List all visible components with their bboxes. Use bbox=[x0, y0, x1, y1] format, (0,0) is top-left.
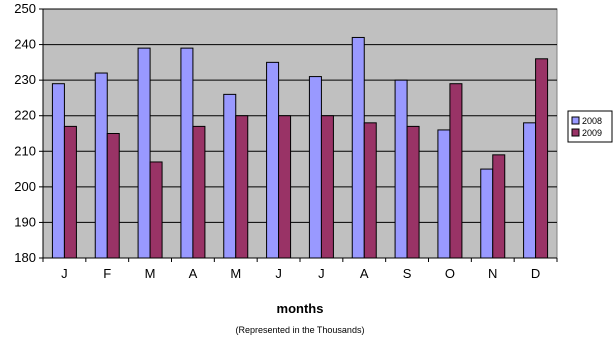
legend-label-2009: 2009 bbox=[582, 128, 602, 138]
x-tick-label: S bbox=[403, 266, 412, 281]
y-tick-label: 210 bbox=[14, 143, 36, 158]
x-tick-label: O bbox=[445, 266, 455, 281]
y-tick-label: 180 bbox=[14, 250, 36, 265]
legend: 2008 2009 bbox=[567, 110, 613, 143]
x-tick-label: N bbox=[488, 266, 497, 281]
y-tick-label: 190 bbox=[14, 214, 36, 229]
x-tick-label: A bbox=[360, 266, 369, 281]
bar-2008-0 bbox=[51, 83, 65, 259]
bar-2009-5 bbox=[278, 115, 292, 259]
legend-box bbox=[567, 110, 613, 143]
x-tick-label: F bbox=[103, 266, 111, 281]
x-axis-label: months bbox=[277, 301, 324, 316]
x-tick-label: J bbox=[61, 266, 68, 281]
y-tick-label: 200 bbox=[14, 179, 36, 194]
bar-2008-6 bbox=[308, 76, 322, 259]
bar-2009-9 bbox=[449, 83, 463, 259]
legend-label-2008: 2008 bbox=[582, 116, 602, 126]
y-tick-label: 240 bbox=[14, 37, 36, 52]
y-tick-label: 220 bbox=[14, 108, 36, 123]
bar-2009-3 bbox=[192, 125, 206, 259]
bar-2009-7 bbox=[363, 122, 377, 259]
bar-2009-11 bbox=[535, 58, 549, 259]
bar-2008-7 bbox=[351, 36, 365, 259]
x-tick-label: M bbox=[230, 266, 241, 281]
x-tick-label: J bbox=[318, 266, 325, 281]
chart-subtitle: (Represented in the Thousands) bbox=[236, 325, 365, 335]
bar-2009-6 bbox=[320, 115, 334, 259]
bar-2008-3 bbox=[180, 47, 194, 259]
bars bbox=[51, 36, 549, 259]
gridlines bbox=[43, 8, 557, 223]
y-axis-ticks: 180 190 200 210 220 230 240 250 bbox=[14, 1, 43, 265]
x-tick-label: M bbox=[145, 266, 156, 281]
x-tick-label: J bbox=[275, 266, 282, 281]
bar-2008-5 bbox=[266, 61, 280, 259]
legend-swatch-2009 bbox=[571, 128, 580, 137]
bar-2009-8 bbox=[406, 125, 420, 259]
y-tick-label: 250 bbox=[14, 1, 36, 16]
y-tick-label: 230 bbox=[14, 72, 36, 87]
legend-swatch-2008 bbox=[571, 116, 580, 125]
x-tick-label: D bbox=[531, 266, 540, 281]
bar-2008-10 bbox=[480, 168, 494, 259]
bar-2009-2 bbox=[149, 161, 163, 259]
bar-2008-9 bbox=[437, 129, 451, 259]
bar-2008-2 bbox=[137, 47, 151, 259]
bar-2009-4 bbox=[235, 115, 249, 259]
plot-area bbox=[42, 8, 558, 259]
bar-2008-4 bbox=[223, 93, 237, 259]
bar-2009-1 bbox=[106, 133, 120, 259]
bar-2008-1 bbox=[94, 72, 108, 259]
x-tick-label: A bbox=[189, 266, 198, 281]
bar-2008-11 bbox=[523, 122, 537, 259]
bar-2008-8 bbox=[394, 79, 408, 259]
bar-2009-0 bbox=[63, 125, 77, 259]
bar-2009-10 bbox=[492, 154, 506, 259]
